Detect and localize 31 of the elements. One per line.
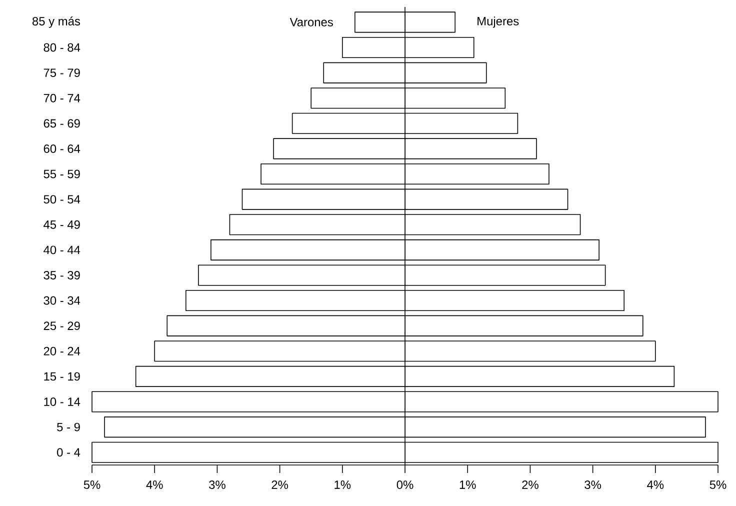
y-tick-label: 85 y más <box>32 16 80 28</box>
x-tick-label: 1% <box>460 480 476 489</box>
x-tick-label: 1% <box>334 480 351 489</box>
y-tick-label: 55 - 59 <box>44 170 80 178</box>
x-tick-label: 0% <box>396 480 414 489</box>
y-tick-label: 65 - 69 <box>44 119 80 128</box>
y-tick-label: 45 - 49 <box>44 220 80 229</box>
y-tick-label: 60 - 64 <box>44 144 80 153</box>
x-tick-label: 5% <box>84 480 100 489</box>
x-tick-label: 2% <box>522 480 538 489</box>
y-tick-label: 30 - 34 <box>44 296 80 305</box>
series-label: Varones <box>290 18 333 26</box>
x-tick-label: 5% <box>710 480 726 489</box>
series-label: Mujeres <box>478 16 519 28</box>
x-tick-label: 4% <box>146 480 163 489</box>
y-tick-label: 10 - 14 <box>44 398 80 406</box>
y-tick-label: 35 - 39 <box>44 270 80 280</box>
y-tick-label: 20 - 24 <box>44 346 80 356</box>
y-tick-label: 0 - 4 <box>57 448 80 457</box>
y-tick-label: 5 - 9 <box>57 422 80 432</box>
x-tick-label: 3% <box>209 480 226 489</box>
x-tick-label: 3% <box>584 480 602 489</box>
x-tick-label: 2% <box>272 480 288 489</box>
y-tick-label: 15 - 19 <box>44 372 80 381</box>
x-tick-label: 4% <box>647 480 664 489</box>
y-tick-label: 50 - 54 <box>44 195 80 204</box>
y-tick-label: 75 - 79 <box>44 68 80 78</box>
y-tick-label: 70 - 74 <box>44 94 80 102</box>
y-tick-label: 40 - 44 <box>44 246 80 254</box>
y-tick-label: 25 - 29 <box>44 322 80 330</box>
y-tick-label: 80 - 84 <box>44 43 80 52</box>
